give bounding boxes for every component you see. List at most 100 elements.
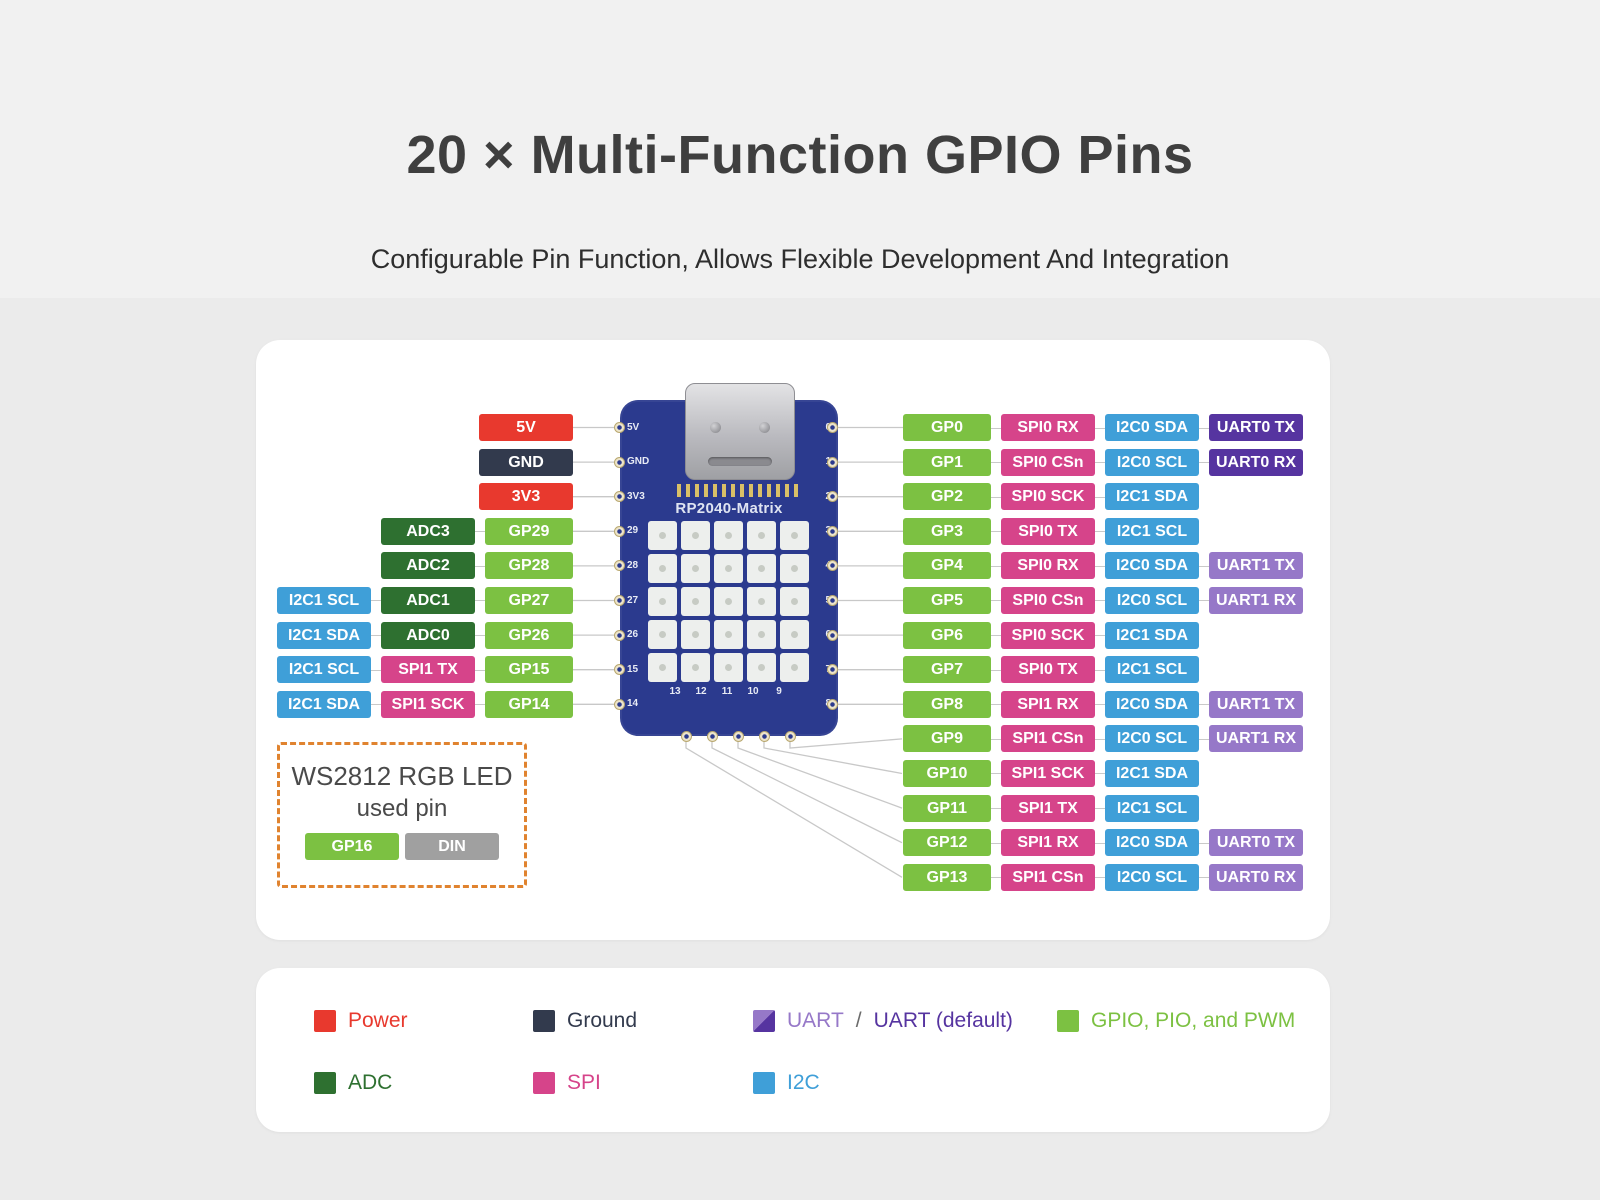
page-subtitle: Configurable Pin Function, Allows Flexib…: [370, 244, 1230, 274]
pin-label-spi0-tx: SPI0 TX: [1001, 656, 1095, 684]
rgb-led: [714, 521, 743, 550]
pin-label-i2c0-sda: I2C0 SDA: [1105, 414, 1199, 441]
castellation-pad-icon: [614, 456, 625, 468]
pin-label-spi0-sck: SPI0 SCK: [1001, 621, 1095, 649]
castellation-pad-icon: [827, 698, 838, 710]
legend-item-spi: SPI: [533, 1052, 753, 1114]
pin-label-gp14: GP14: [485, 690, 573, 718]
usb-screw-icon: [710, 422, 721, 433]
ground-swatch-icon: [533, 1010, 555, 1032]
pin-label-i2c0-sda: I2C0 SDA: [1105, 690, 1199, 718]
legend-label: Ground: [567, 1009, 638, 1032]
castellation-pad-icon: [706, 730, 718, 742]
legend-label: GPIO, PIO, and PWM: [1091, 1009, 1296, 1032]
legend-label: SPI: [567, 1071, 601, 1094]
pin-label-gp13: GP13: [903, 863, 991, 891]
pin-label-spi0-tx: SPI0 TX: [1001, 517, 1095, 545]
board-edge-label: 5V: [627, 421, 640, 433]
rgb-led: [648, 620, 677, 649]
pin-label-gp5: GP5: [903, 586, 991, 614]
castellation-pad-icon: [827, 595, 838, 606]
pin-label-i2c0-scl: I2C0 SCL: [1105, 863, 1199, 891]
pin-label-i2c1-scl: I2C1 SCL: [1105, 656, 1199, 684]
board-edge-label: 14: [627, 698, 639, 710]
pin-label-spi1-rx: SPI1 RX: [1001, 690, 1095, 718]
pin-label-uart1-rx: UART1 RX: [1209, 725, 1303, 753]
pin-label-spi1-csn: SPI1 CSn: [1001, 863, 1095, 891]
pin-label-i2c0-scl: I2C0 SCL: [1105, 448, 1199, 476]
pin-row: I2C1 SDA SPI1 SCK GP14: [277, 690, 573, 718]
pin-label-spi1-sck: SPI1 SCK: [381, 690, 475, 718]
smd-pins-icon: [677, 484, 803, 497]
legend-item-uart: UART / UART (default): [753, 990, 1057, 1052]
castellation-pad-icon: [614, 422, 625, 433]
board-edge-label: 13: [669, 686, 681, 697]
page-title: 20 × Multi-Function GPIO Pins: [406, 125, 1194, 185]
pin-label-spi1-csn: SPI1 CSn: [1001, 725, 1095, 753]
legend-card: Power Ground UART / UART (default) GPIO, PI…: [256, 968, 1330, 1132]
pin-row: I2C1 SCL ADC1 GP27: [277, 586, 573, 614]
pin-row: GP4 SPI0 RX I2C0 SDA UART1 TX: [903, 552, 1303, 580]
right-pin-column: GP0 SPI0 RX I2C0 SDA UART0 TX GP1 SPI0 CSn I2C…: [903, 414, 1303, 891]
rgb-led: [714, 620, 743, 649]
pin-label-spi1-tx: SPI1 TX: [1001, 794, 1095, 822]
pin-row: 3V3: [479, 483, 573, 511]
pin-label-spi0-rx: SPI0 RX: [1001, 552, 1095, 580]
pin-label-din: DIN: [405, 833, 499, 860]
pin-row: GP13 SPI1 CSn I2C0 SCL UART0 RX: [903, 863, 1303, 891]
board-name: RP2040-Matrix: [675, 500, 783, 517]
pin-label-i2c1-sda: I2C1 SDA: [277, 690, 371, 718]
pin-row: GP2 SPI0 SCK I2C1 SDA: [903, 483, 1199, 511]
pin-row: GP6 SPI0 SCK I2C1 SDA: [903, 621, 1199, 649]
castellation-pad-icon: [614, 698, 625, 710]
board-edge-label: 27: [627, 594, 639, 606]
pin-label-i2c1-sda: I2C1 SDA: [1105, 621, 1199, 649]
gpio-swatch-icon: [1057, 1010, 1079, 1032]
pin-row: GP12 SPI1 RX I2C0 SDA UART0 TX: [903, 829, 1303, 857]
pin-label-gp4: GP4: [903, 552, 991, 580]
adc-swatch-icon: [314, 1072, 336, 1094]
pin-label-spi0-sck: SPI0 SCK: [1001, 483, 1095, 511]
rgb-led: [780, 521, 809, 550]
board-edge-label: 10: [747, 686, 759, 697]
pin-label-gp1: GP1: [903, 448, 991, 476]
rgb-led: [714, 554, 743, 583]
pin-label-spi0-rx: SPI0 RX: [1001, 414, 1095, 441]
castellation-pad-icon: [614, 595, 625, 606]
pin-label-i2c0-sda: I2C0 SDA: [1105, 829, 1199, 857]
spi-swatch-icon: [533, 1072, 555, 1094]
legend-item-ground: Ground: [533, 990, 753, 1052]
legend-label: ADC: [348, 1071, 393, 1094]
castellation-pad-icon: [614, 525, 625, 537]
pin-label-i2c1-scl: I2C1 SCL: [1105, 517, 1199, 545]
pin-label-uart1-tx: UART1 TX: [1209, 552, 1303, 580]
pin-label-spi1-tx: SPI1 TX: [381, 656, 475, 684]
pin-label-gp12: GP12: [903, 829, 991, 857]
pin-label-gp7: GP7: [903, 656, 991, 684]
pin-label-uart0-tx: UART0 TX: [1209, 829, 1303, 857]
pin-label-gp3: GP3: [903, 517, 991, 545]
pin-label-i2c0-sda: I2C0 SDA: [1105, 552, 1199, 580]
pin-label-i2c1-sda: I2C1 SDA: [1105, 483, 1199, 511]
castellation-pad-icon: [827, 525, 838, 537]
rgb-led: [648, 554, 677, 583]
legend-label: Power: [348, 1009, 408, 1032]
pin-label-gp15: GP15: [485, 656, 573, 684]
pin-label-gp16: GP16: [305, 833, 399, 860]
board-edge-label: 29: [627, 525, 639, 537]
rgb-led: [681, 521, 710, 550]
pin-label-gp0: GP0: [903, 414, 991, 441]
pin-label-i2c1-scl: I2C1 SCL: [277, 656, 371, 684]
rgb-led: [747, 521, 776, 550]
legend-label: UART (default): [873, 1009, 1013, 1032]
pin-label-3v3: 3V3: [479, 483, 573, 511]
board-edge-label: GND: [627, 456, 650, 468]
castellation-pad-icon: [827, 456, 838, 468]
pin-label-gp2: GP2: [903, 483, 991, 511]
header-band: [0, 0, 1600, 298]
legend-item-adc: ADC: [314, 1052, 533, 1114]
legend-label: UART: [787, 1009, 844, 1032]
castellation-pad-icon: [758, 730, 770, 742]
rgb-led: [681, 587, 710, 616]
pin-label-uart0-rx: UART0 RX: [1209, 863, 1303, 891]
